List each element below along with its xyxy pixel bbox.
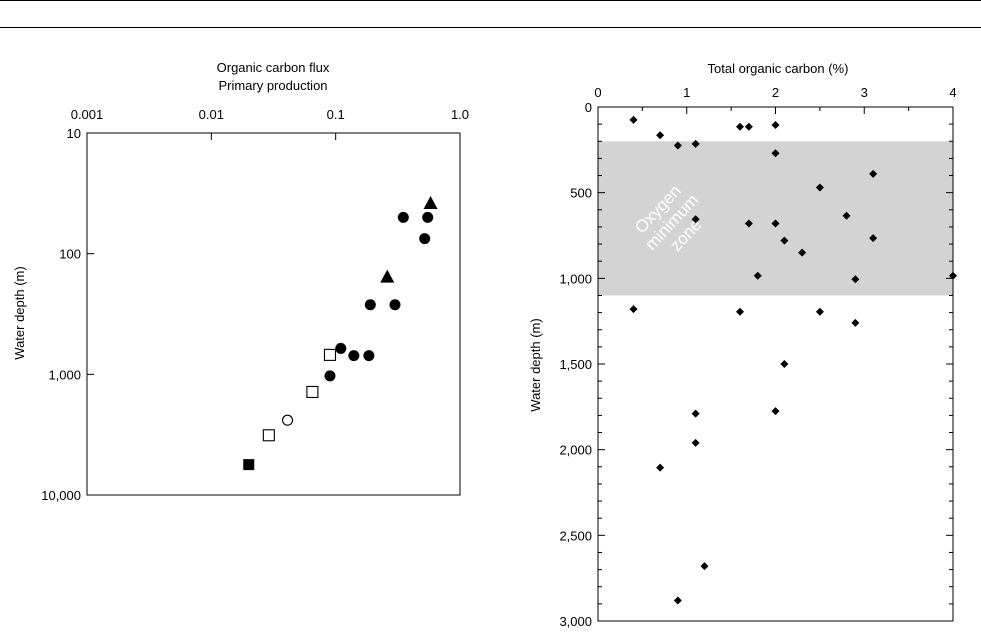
right-y-axis-label: Water depth (m) (528, 318, 543, 411)
right-y-tick-label: 3,000 (559, 614, 592, 629)
data-point-diamond (780, 360, 789, 368)
data-point-filled-circle (363, 350, 375, 362)
right-y-tick-label: 2,500 (559, 528, 592, 543)
oxygen-minimum-zone-band (598, 141, 953, 296)
data-point-diamond (673, 596, 682, 605)
left-y-tick-label: 100 (59, 247, 81, 262)
data-point-diamond (744, 219, 753, 228)
data-point-diamond (629, 305, 638, 314)
right-x-tick-label: 0 (594, 85, 601, 100)
data-point-filled-circle (364, 299, 376, 311)
left-plot-frame (86, 132, 461, 496)
data-point-open-square (306, 385, 319, 399)
data-point-filled-circle (397, 211, 409, 223)
right-y-tick-label: 1,000 (559, 271, 592, 286)
right-y-tick-label: 2,000 (559, 443, 592, 458)
data-point-filled-triangle (423, 195, 438, 209)
left-x-tick-label: 1.0 (451, 107, 469, 122)
data-point-diamond (691, 438, 700, 447)
data-point-diamond (691, 139, 700, 148)
data-point-diamond (656, 131, 665, 140)
data-point-diamond (815, 183, 824, 192)
data-point-filled-circle (419, 233, 431, 245)
data-point-diamond (629, 115, 638, 124)
data-point-diamond (771, 407, 780, 416)
header-rule (0, 27, 981, 28)
left-x-tick-label: 0.01 (199, 107, 224, 122)
data-point-diamond (691, 409, 700, 418)
right-y-tick-label: 1,500 (559, 357, 592, 372)
data-point-diamond (798, 248, 807, 257)
data-point-diamond (753, 271, 762, 280)
left-y-tick-label: 10 (67, 126, 81, 141)
right-chart-title: Total organic carbon (%) (708, 61, 849, 76)
left-x-tick-label: 0.1 (327, 107, 345, 122)
data-point-diamond (736, 307, 744, 316)
data-point-diamond (869, 234, 878, 243)
data-point-diamond (656, 463, 665, 472)
data-point-diamond (736, 122, 744, 131)
data-point-filled-square (243, 459, 255, 471)
left-chart-title: Organic carbon flux (217, 60, 330, 75)
data-point-filled-circle (335, 342, 347, 354)
left-x-tick-label: 0.001 (71, 107, 104, 122)
data-point-diamond (842, 211, 851, 220)
right-x-tick-label: 3 (861, 85, 868, 100)
data-point-diamond (691, 215, 700, 224)
data-point-diamond (815, 307, 824, 316)
data-point-diamond (771, 219, 780, 228)
data-point-filled-triangle (380, 269, 395, 283)
data-point-diamond (771, 149, 780, 158)
data-point-open-square (262, 429, 275, 442)
data-point-diamond (949, 271, 957, 280)
right-x-tick-label: 2 (772, 85, 779, 100)
left-y-tick-label: 10,000 (41, 488, 81, 503)
right-y-tick-label: 500 (570, 186, 592, 201)
right-x-tick-label: 4 (949, 85, 956, 100)
data-point-filled-circle (422, 211, 434, 223)
data-point-diamond (851, 275, 860, 284)
data-point-diamond (851, 318, 860, 327)
top-rule (0, 0, 981, 1)
data-point-open-square (323, 348, 337, 361)
data-point-filled-circle (389, 299, 401, 311)
right-y-tick-label: 0 (585, 100, 592, 115)
left-y-axis-label: Water depth (m) (12, 266, 27, 359)
data-point-filled-circle (348, 350, 360, 362)
left-y-tick-label: 1,000 (48, 367, 81, 382)
data-point-filled-circle (324, 370, 336, 382)
data-point-open-circle (281, 414, 294, 426)
data-point-diamond (700, 562, 709, 571)
data-point-diamond (771, 120, 780, 129)
data-point-diamond (744, 122, 753, 131)
left-plot-area: 0.001 0.01 0.1 1.0 10 100 1,000 10,000 (41, 107, 469, 503)
left-chart-subtitle: Primary production (218, 78, 327, 93)
data-point-diamond (673, 141, 682, 150)
data-point-diamond (780, 236, 789, 245)
right-x-tick-label: 1 (683, 85, 690, 100)
data-point-diamond (869, 169, 878, 178)
